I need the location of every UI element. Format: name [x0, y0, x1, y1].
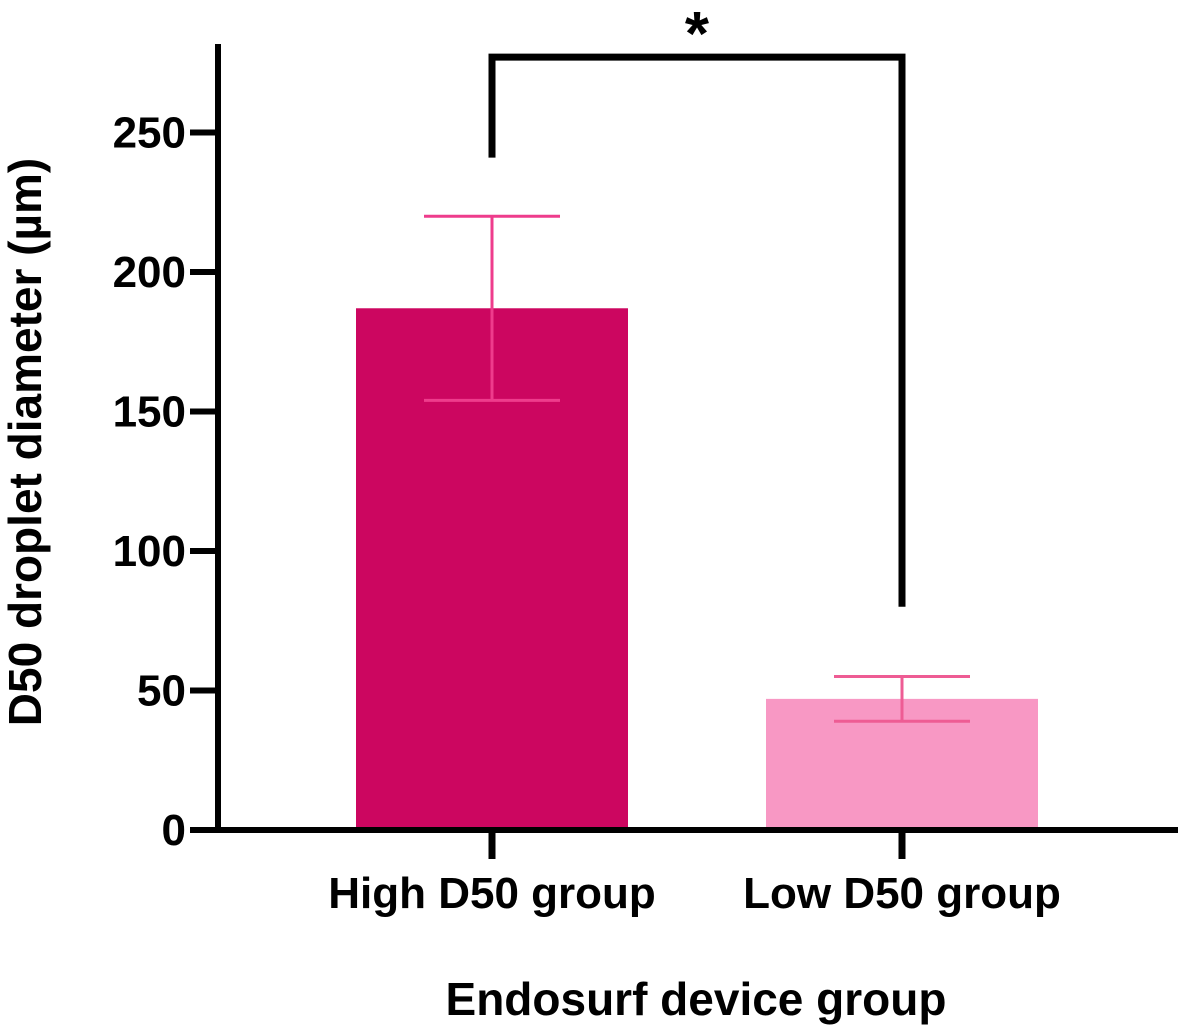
error-bars-layer [424, 214, 970, 723]
error-bar-high-d50-group [424, 214, 560, 402]
y-tick-label: 50 [137, 667, 186, 716]
axes-layer [215, 44, 1178, 833]
y-tick-label: 200 [113, 248, 186, 297]
y-tick-label: 250 [113, 109, 186, 158]
bars-layer [356, 308, 1038, 830]
x-tick-label: Low D50 group [743, 869, 1061, 918]
y-axis-title: D50 droplet diameter (µm) [0, 158, 51, 726]
error-bar-low-d50-group [834, 675, 970, 723]
significance-asterisk: * [685, 0, 710, 69]
significance-bracket [488, 53, 906, 607]
y-ticks-layer: 0 50 100 150 200 250 [113, 109, 218, 855]
x-ticks-layer: High D50 group Low D50 group [328, 830, 1061, 918]
x-axis-title: Endosurf device group [446, 973, 947, 1025]
annotations-layer: * [488, 0, 906, 607]
y-tick-label: 0 [162, 806, 186, 855]
y-tick-label: 100 [113, 527, 186, 576]
x-tick-label: High D50 group [328, 869, 656, 918]
y-tick-label: 150 [113, 388, 186, 437]
